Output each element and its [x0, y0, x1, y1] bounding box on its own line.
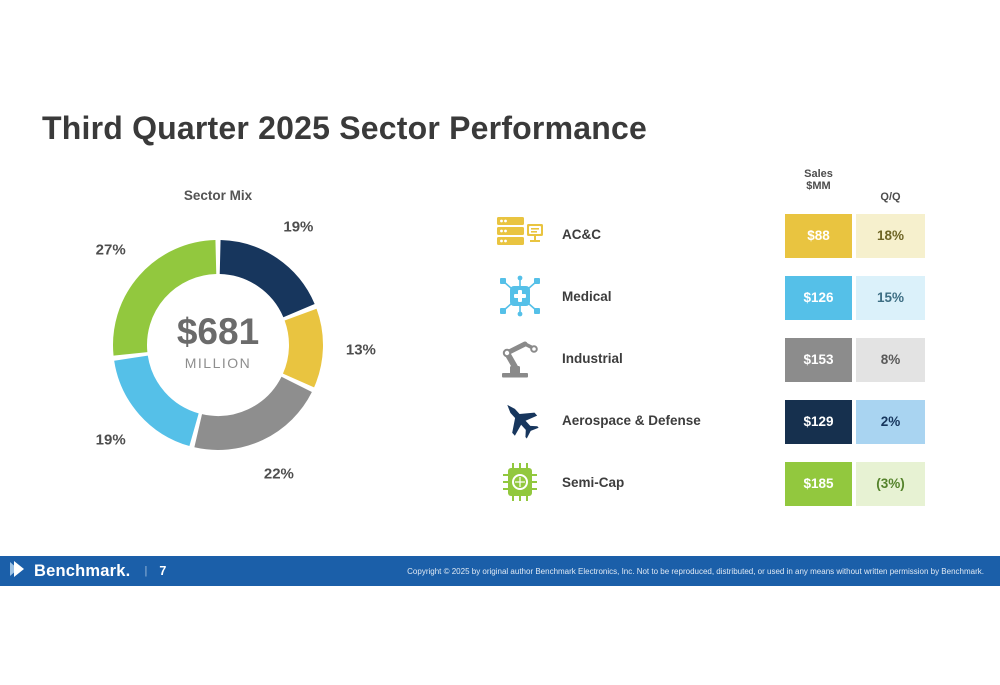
table-header-sales-line1: Sales	[804, 168, 833, 180]
medical-network-icon	[494, 274, 546, 318]
donut-segment-industrial	[194, 376, 312, 450]
sector-legend-item-industrial: Industrial	[494, 327, 701, 389]
sales-value-industrial: $153	[785, 338, 852, 382]
semiconductor-chip-icon	[494, 460, 546, 504]
table-header-sales-line2: $MM	[806, 180, 831, 192]
slide-title: Third Quarter 2025 Sector Performance	[42, 110, 647, 146]
sector-mix-donut-chart	[113, 240, 323, 450]
sector-name: Aerospace & Defense	[562, 412, 701, 428]
sector-legend-item-ac-c: AC&C	[494, 203, 701, 265]
donut-center-unit: MILLION	[184, 355, 252, 371]
footer-separator: |	[144, 565, 148, 577]
chart-title: Sector Mix	[183, 188, 253, 203]
sector-name: Medical	[562, 288, 612, 304]
table-row-industrial: $153 8%	[785, 338, 925, 382]
sales-value-medical: $126	[785, 276, 852, 320]
fighter-jet-icon	[494, 398, 546, 442]
sector-name: AC&C	[562, 226, 601, 242]
table-header-qq: Q/Q	[880, 191, 901, 203]
table-row-aerospace-defense: $129 2%	[785, 400, 925, 444]
donut-center: $681 MILLION	[118, 311, 318, 372]
qq-value-ac-c: 18%	[856, 214, 925, 258]
sales-value-ac-c: $88	[785, 214, 852, 258]
donut-center-value: $681	[176, 311, 260, 352]
table-row-ac-c: $88 18%	[785, 214, 925, 258]
benchmark-logo-icon	[10, 560, 28, 582]
donut-segment-semi-cap	[113, 240, 217, 356]
sector-legend: AC&C Medical Industrial Aerospace & Defense…	[494, 203, 701, 513]
sector-legend-item-medical: Medical	[494, 265, 701, 327]
robot-arm-icon	[494, 336, 546, 380]
brand-name: Benchmark.	[34, 561, 131, 580]
qq-value-semi-cap: (3%)	[856, 462, 925, 506]
sector-legend-item-aerospace-defense: Aerospace & Defense	[494, 389, 701, 451]
sales-value-semi-cap: $185	[785, 462, 852, 506]
sector-name: Industrial	[562, 350, 623, 366]
donut-segment-ac-c	[282, 308, 323, 388]
page-number: 7	[159, 564, 167, 578]
table-row-medical: $126 15%	[785, 276, 925, 320]
sector-name: Semi-Cap	[562, 474, 625, 490]
sector-legend-item-semi-cap: Semi-Cap	[494, 451, 701, 513]
donut-segment-medical	[114, 354, 200, 447]
donut-segment-aerospace-defense	[219, 240, 315, 318]
copyright-text: Copyright © 2025 by original author Benc…	[407, 566, 984, 576]
sales-value-aerospace-defense: $129	[785, 400, 852, 444]
qq-value-aerospace-defense: 2%	[856, 400, 925, 444]
footer-bar: Benchmark. | 7 Copyright © 2025 by origi…	[0, 556, 1000, 586]
server-rack-icon	[494, 212, 546, 256]
table-header-sales: Sales $MM	[785, 168, 852, 192]
table-row-semi-cap: $185 (3%)	[785, 462, 925, 506]
qq-value-industrial: 8%	[856, 338, 925, 382]
sector-table: $88 18% $126 15% $153 8% $129 2% $185 (3%)	[785, 214, 925, 524]
qq-value-medical: 15%	[856, 276, 925, 320]
